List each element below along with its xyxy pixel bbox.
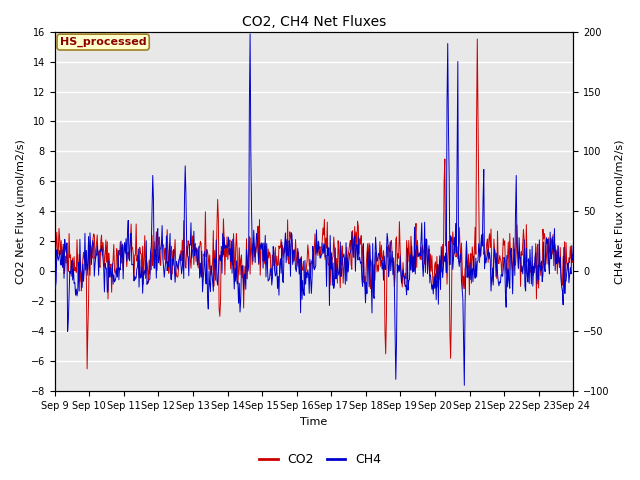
Y-axis label: CO2 Net Flux (umol/m2/s): CO2 Net Flux (umol/m2/s) [15,139,25,284]
Title: CO2, CH4 Net Fluxes: CO2, CH4 Net Fluxes [242,15,386,29]
Text: HS_processed: HS_processed [60,37,147,47]
Y-axis label: CH4 Net Flux (nmol/m2/s): CH4 Net Flux (nmol/m2/s) [615,139,625,284]
Legend: CO2, CH4: CO2, CH4 [253,448,387,471]
X-axis label: Time: Time [300,417,328,427]
